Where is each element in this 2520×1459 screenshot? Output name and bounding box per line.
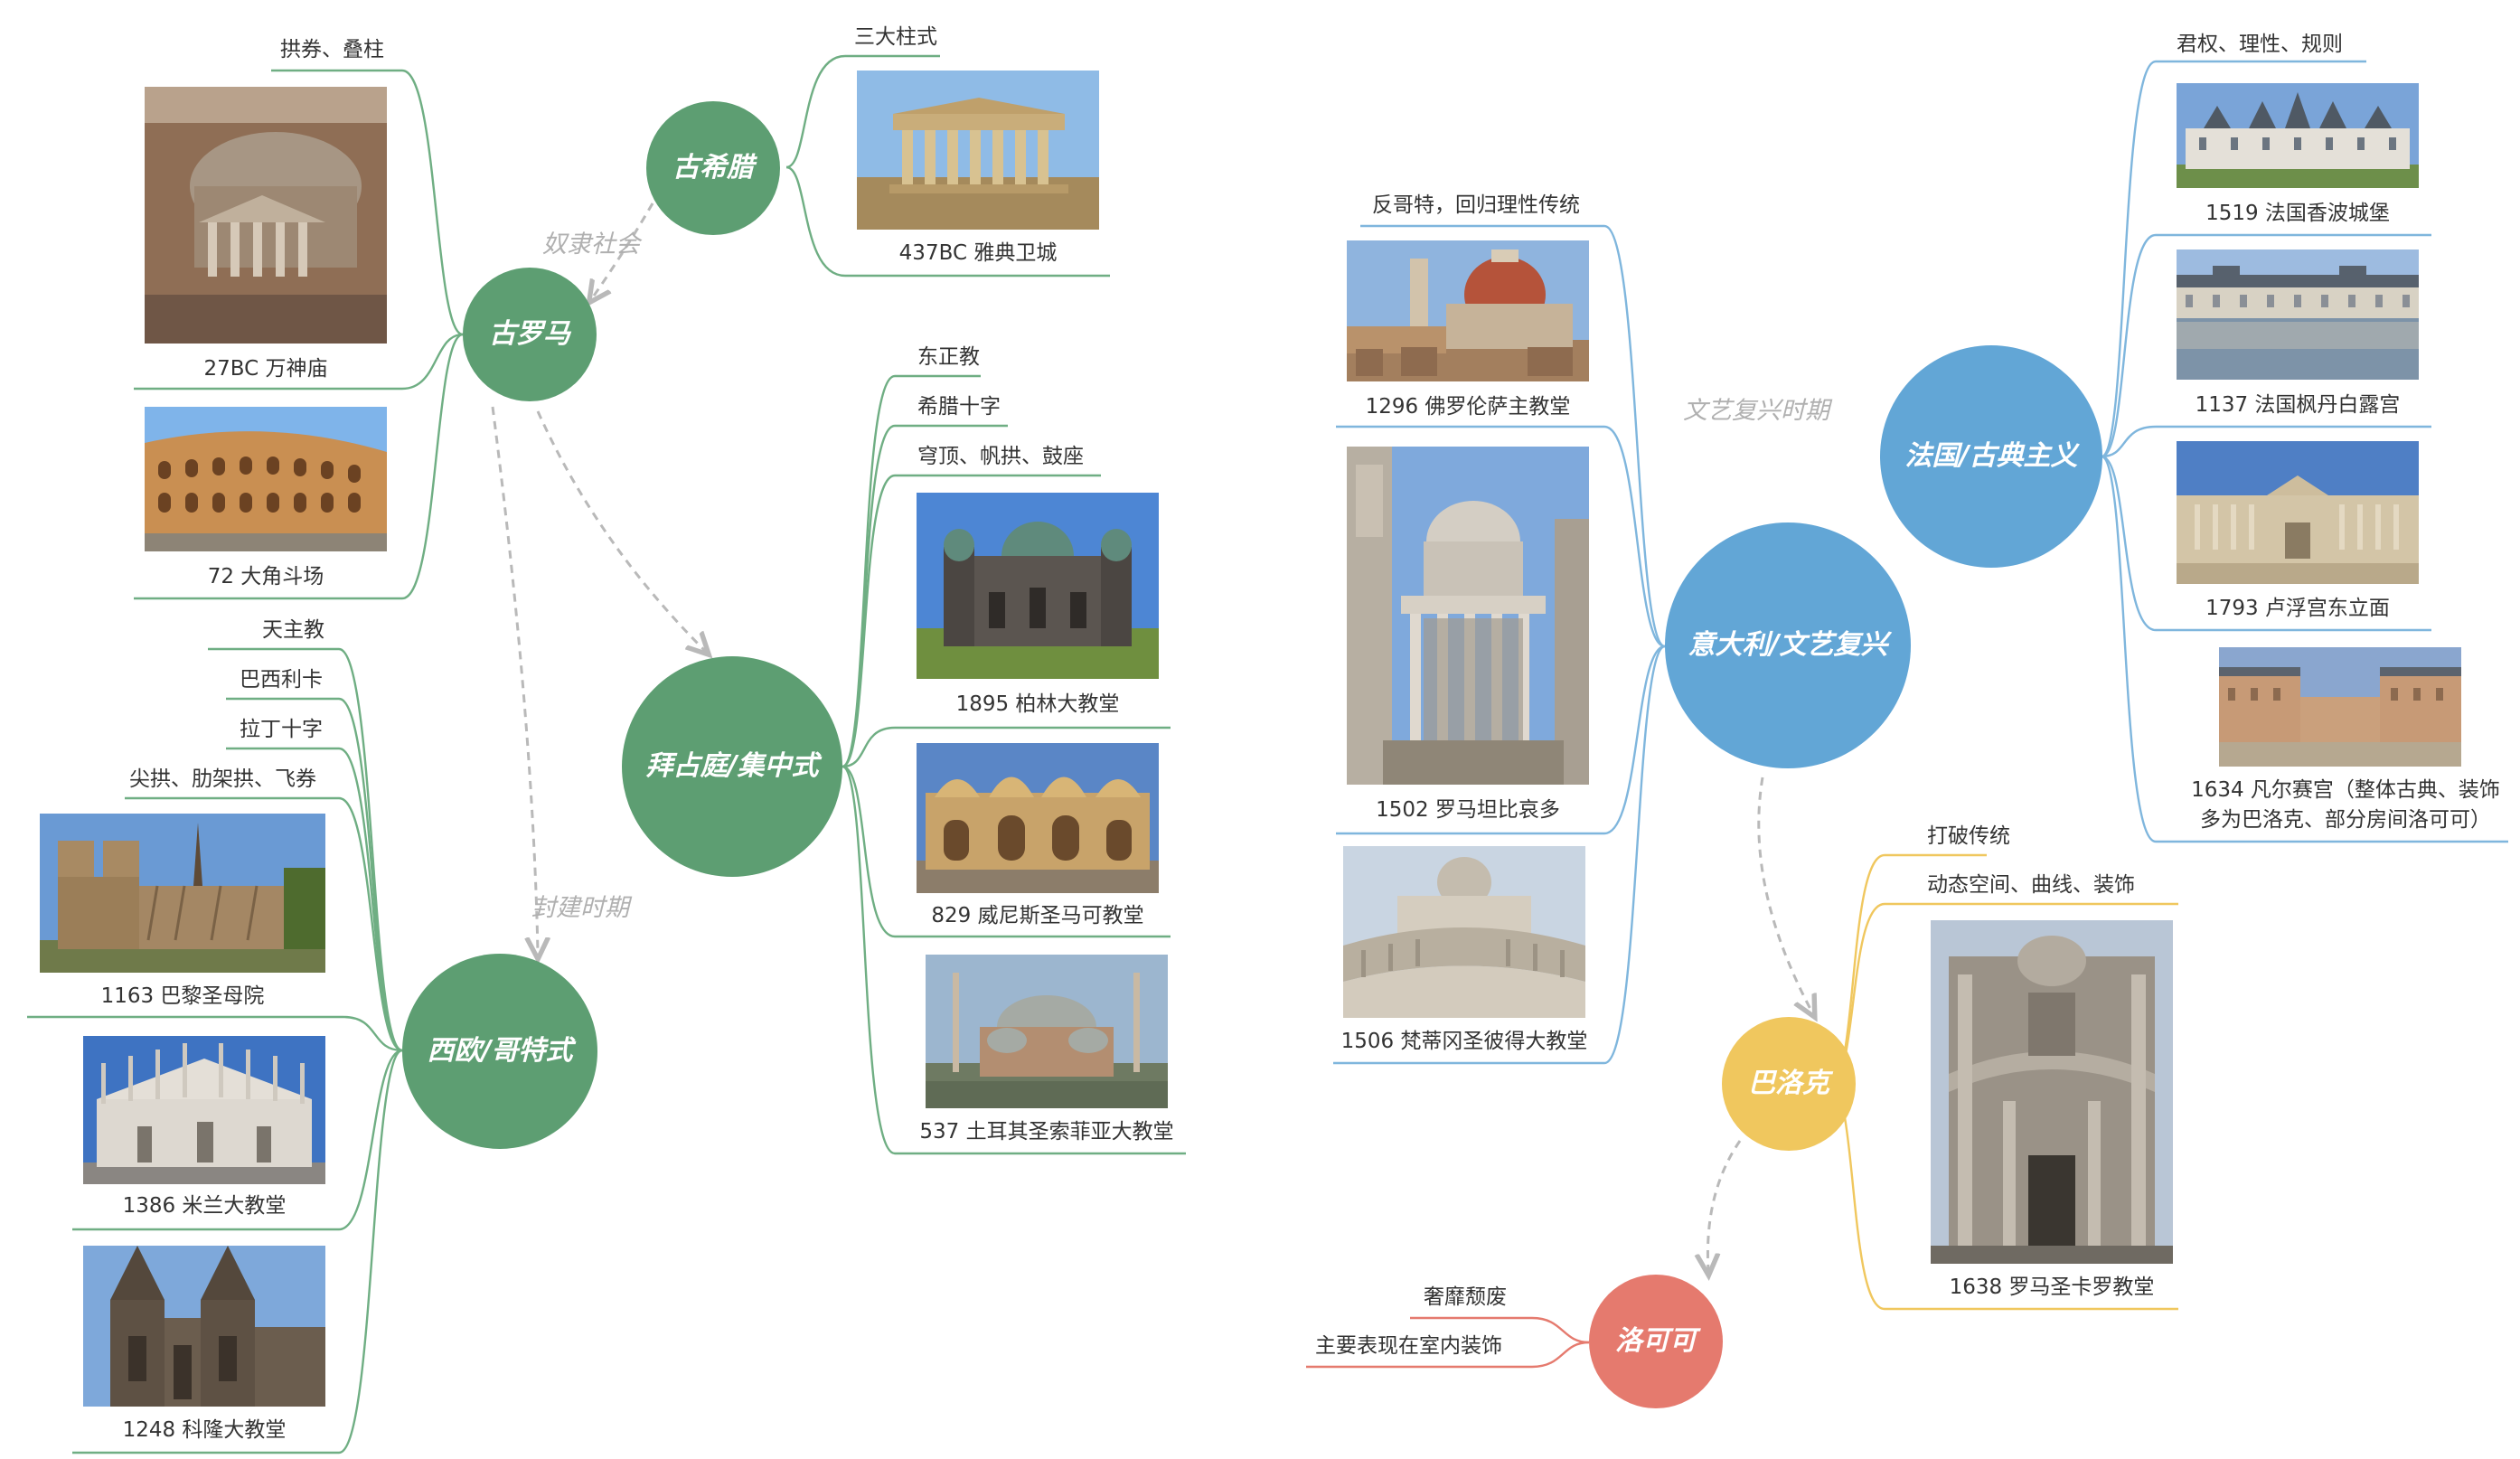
feature-label: 天主教	[262, 618, 324, 642]
feature-label: 希腊十字	[917, 395, 1001, 419]
san-carlo-photo	[1931, 920, 2173, 1264]
example-caption: 1634 凡尔赛宫（整体古典、装饰 多为巴洛克、部分房间洛可可）	[2178, 776, 2513, 836]
feature-label: 穹顶、帆拱、鼓座	[917, 445, 1084, 468]
era-label-renaissance-period: 文艺复兴时期	[1683, 397, 1829, 425]
caption-line: 多为巴洛克、部分房间洛可可）	[2200, 808, 2491, 833]
era-label-feudal: 封建时期	[531, 894, 629, 922]
example-caption: 1296 佛罗伦萨主教堂	[1365, 395, 1571, 419]
example-caption: 829 威尼斯圣马可教堂	[931, 904, 1144, 927]
feature-label: 打破传统	[1927, 824, 2010, 848]
era-label-slave-society: 奴隶社会	[542, 231, 640, 259]
feature-label: 奢靡颓废	[1424, 1285, 1507, 1309]
example-caption: 1163 巴黎圣母院	[100, 984, 265, 1008]
example-caption: 1519 法国香波城堡	[2205, 202, 2390, 225]
pantheon-photo	[145, 87, 387, 344]
colosseum-photo	[145, 407, 387, 551]
node-renaissance[interactable]: 意大利/文艺复兴	[1665, 522, 1911, 768]
feature-label: 东正教	[917, 345, 980, 369]
berlin-cathedral-photo	[917, 493, 1159, 679]
node-ancient-greece[interactable]: 古希腊	[646, 101, 780, 235]
hagia-sophia-photo	[926, 955, 1168, 1108]
example-caption: 1638 罗马圣卡罗教堂	[1949, 1275, 2155, 1299]
notre-dame-photo	[40, 814, 325, 973]
tempietto-photo	[1347, 447, 1589, 785]
example-caption: 1793 卢浮宫东立面	[2205, 597, 2390, 620]
example-caption: 27BC 万神庙	[203, 357, 328, 381]
feature-label: 三大柱式	[854, 25, 937, 49]
caption-line: 1634 凡尔赛宫（整体古典、装饰	[2191, 778, 2500, 802]
arrow-baroque-to-rococo	[1707, 1140, 1742, 1270]
feature-label: 反哥特，回归理性传统	[1372, 193, 1580, 217]
cologne-cathedral-photo	[83, 1246, 325, 1407]
node-ancient-rome[interactable]: 古罗马	[463, 268, 597, 401]
arrow-rome-to-byzantine	[536, 410, 705, 651]
louvre-photo	[2177, 441, 2419, 584]
chambord-photo	[2177, 83, 2419, 188]
example-caption: 437BC 雅典卫城	[898, 241, 1058, 265]
feature-label: 拱券、叠柱	[280, 38, 384, 61]
node-classicism[interactable]: 法国/古典主义	[1880, 345, 2102, 568]
st-marks-photo	[917, 743, 1159, 893]
feature-label: 尖拱、肋架拱、飞券	[129, 767, 316, 791]
feature-label: 拉丁十字	[240, 718, 323, 741]
st-peters-photo	[1343, 846, 1585, 1018]
node-byzantine[interactable]: 拜占庭/集中式	[622, 656, 842, 877]
feature-label: 主要表现在室内装饰	[1315, 1334, 1502, 1358]
parthenon-photo	[857, 71, 1099, 230]
florence-cathedral-photo	[1347, 240, 1589, 381]
node-gothic[interactable]: 西欧/哥特式	[402, 954, 597, 1149]
milan-cathedral-photo	[83, 1036, 325, 1184]
example-caption: 1895 柏林大教堂	[955, 692, 1120, 716]
feature-label: 巴西利卡	[240, 668, 323, 692]
example-caption: 72 大角斗场	[207, 565, 324, 588]
example-caption: 1248 科隆大教堂	[122, 1418, 287, 1442]
example-caption: 1137 法国枫丹白露宫	[2195, 393, 2401, 417]
versailles-photo	[2219, 647, 2461, 767]
arrow-renaissance-to-baroque	[1757, 777, 1812, 1012]
example-caption: 1506 梵蒂冈圣彼得大教堂	[1340, 1030, 1588, 1053]
fontainebleau-photo	[2177, 249, 2419, 380]
arrow-rome-to-gothic	[491, 406, 538, 954]
feature-label: 动态空间、曲线、装饰	[1927, 873, 2135, 897]
example-caption: 1386 米兰大教堂	[122, 1194, 287, 1218]
example-caption: 537 土耳其圣索菲亚大教堂	[919, 1120, 1174, 1144]
feature-label: 君权、理性、规则	[2177, 33, 2343, 56]
node-rococo[interactable]: 洛可可	[1589, 1275, 1723, 1408]
example-caption: 1502 罗马坦比哀多	[1376, 798, 1560, 822]
node-baroque[interactable]: 巴洛克	[1722, 1017, 1856, 1151]
